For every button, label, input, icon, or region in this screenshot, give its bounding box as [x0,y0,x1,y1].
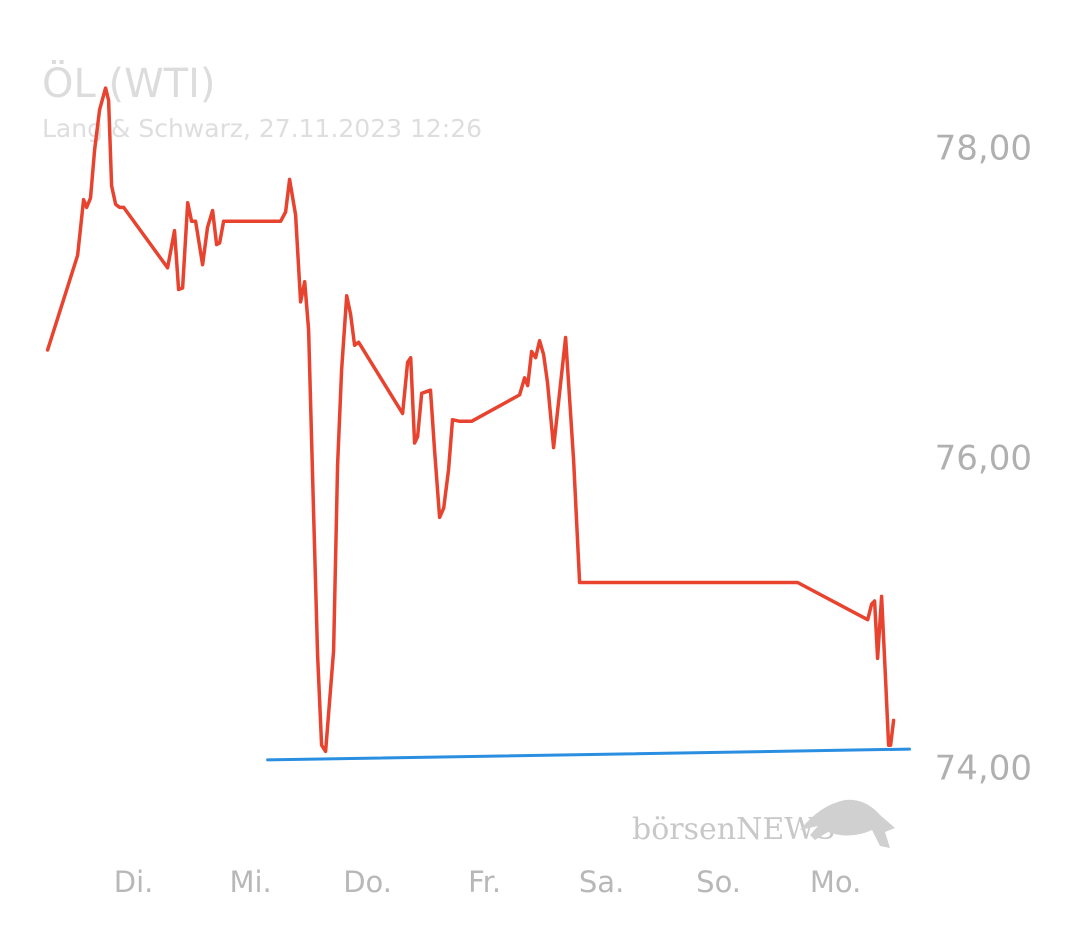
x-tick-label: Mo. [810,865,861,899]
chart-title: ÖL (WTI) [42,59,215,107]
x-tick-label: Sa. [579,865,624,899]
x-tick-label: Do. [343,865,392,899]
y-tick-label: 74,00 [935,749,1032,789]
watermark-icon [800,799,895,848]
trend-line [266,747,911,762]
y-tick-label: 78,00 [935,129,1032,169]
x-tick-label: So. [696,865,741,899]
watermark: börsenNEWS [632,799,895,848]
price-line [45,86,896,754]
chart-subtitle: Lang & Schwarz, 27.11.2023 12:26 [42,114,482,143]
x-tick-label: Fr. [468,865,501,899]
x-tick-label: Mi. [229,865,271,899]
watermark-text: börsenNEWS [632,812,836,847]
x-tick-label: Di. [114,865,154,899]
y-tick-label: 76,00 [935,439,1032,479]
